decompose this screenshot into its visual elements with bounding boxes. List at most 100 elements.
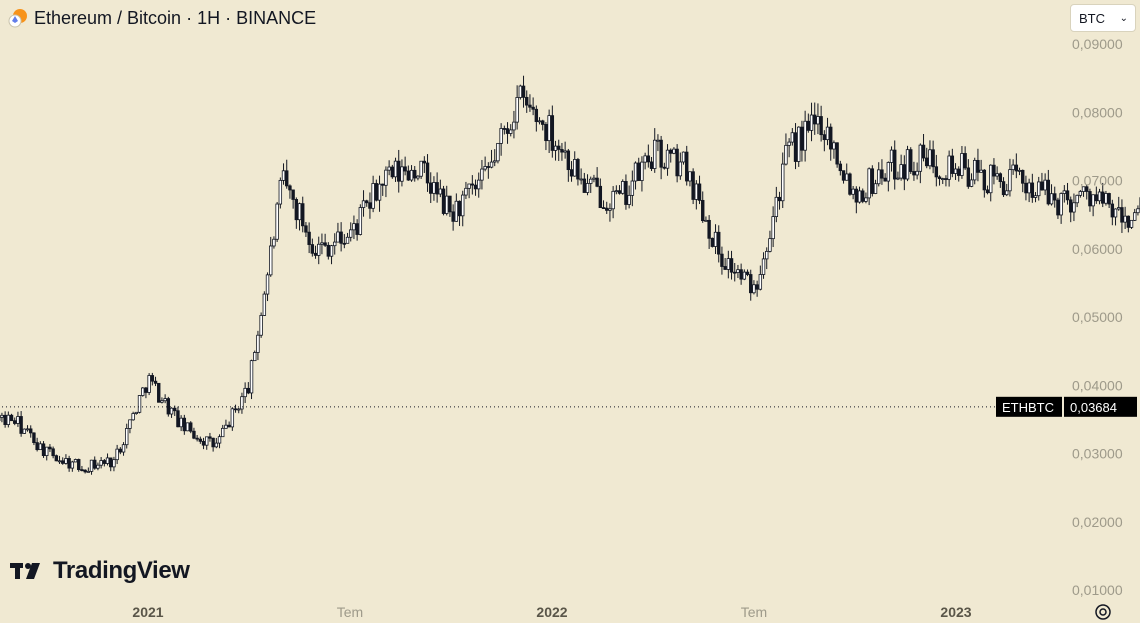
candle (633, 161, 638, 190)
candle-body (496, 142, 500, 162)
candle-body (169, 407, 174, 415)
candle (1030, 173, 1035, 203)
candle (742, 269, 747, 281)
candle-body (566, 150, 571, 171)
candle (477, 172, 481, 198)
candle (925, 147, 929, 169)
candle-body (515, 97, 519, 123)
candle (531, 97, 535, 116)
candle-body (1094, 194, 1099, 202)
candle-body (1069, 199, 1073, 213)
candle (899, 154, 903, 181)
candle (707, 215, 711, 249)
candle (365, 199, 369, 207)
candle (819, 105, 823, 142)
candle-body (835, 142, 839, 165)
candle (13, 417, 17, 426)
candle-body (592, 177, 596, 180)
candle-body (534, 108, 539, 122)
candle-body (502, 128, 507, 130)
candle-body (861, 190, 865, 202)
candle (915, 162, 919, 180)
candle-body (563, 150, 567, 153)
candle-body (32, 432, 36, 444)
candle-body (182, 417, 187, 432)
candle-body (921, 144, 926, 159)
candle (768, 230, 772, 253)
candle-body (768, 238, 772, 252)
candle (77, 458, 81, 472)
candle (851, 185, 855, 200)
candle-body (54, 455, 59, 462)
candle (361, 190, 366, 217)
candle (1005, 183, 1009, 197)
tradingview-logo-icon (10, 563, 40, 579)
candle-body (16, 416, 20, 424)
candle (185, 422, 190, 432)
candle (627, 185, 631, 209)
candle-body (829, 126, 833, 150)
candle (617, 185, 622, 195)
tradingview-logo[interactable]: TradingView (10, 557, 190, 585)
candle-body (128, 419, 132, 429)
candle-body (297, 203, 302, 221)
candle-body (1101, 191, 1105, 204)
candle-body (333, 241, 337, 247)
candle (912, 161, 916, 181)
candle (211, 437, 215, 452)
candle (163, 394, 167, 404)
candle-body (294, 199, 299, 221)
candle-body (1107, 193, 1111, 205)
candle (38, 441, 43, 451)
candle-body (915, 170, 919, 176)
chart-title: Ethereum / Bitcoin · 1H · BINANCE (34, 7, 317, 28)
candle (176, 406, 180, 428)
candle-body (701, 199, 705, 222)
candle (528, 94, 532, 112)
candle-body (301, 203, 305, 227)
currency-select[interactable]: BTC ⌄ (1070, 4, 1136, 32)
candle (870, 165, 875, 197)
candle (816, 103, 820, 135)
y-tick-label: 0,06000 (1072, 241, 1123, 257)
candle-body (198, 438, 203, 442)
candle (1120, 199, 1124, 233)
candle-body (473, 184, 478, 190)
candle (480, 159, 484, 190)
candle-body (537, 120, 542, 123)
candle (304, 221, 308, 237)
candle-body (969, 179, 974, 187)
candle-body (665, 149, 670, 169)
candle-body (281, 170, 286, 181)
candle (317, 236, 321, 265)
candle-body (809, 114, 814, 131)
candle-body (310, 244, 315, 254)
candle-body (1021, 169, 1025, 184)
candle (102, 459, 107, 467)
candle (157, 382, 161, 403)
candle-body (67, 458, 71, 469)
candle-body (1059, 193, 1063, 216)
candle (1136, 205, 1140, 216)
candle (576, 157, 580, 186)
candle-body (57, 460, 62, 463)
candle (1021, 169, 1025, 193)
candle-body (941, 178, 945, 180)
candle (403, 156, 407, 176)
candle-body (256, 334, 260, 353)
candle-body (1053, 193, 1057, 201)
candle-body (262, 293, 267, 316)
candle (483, 156, 487, 172)
candle-body (864, 197, 868, 202)
candle-body (153, 380, 158, 384)
candle (70, 460, 75, 472)
candle-body (806, 120, 811, 131)
gear-icon[interactable] (1093, 602, 1113, 622)
candle (809, 102, 814, 142)
candle-body (454, 200, 459, 222)
candle-body (470, 183, 475, 186)
candle-body (211, 437, 215, 448)
candle (781, 152, 785, 208)
candle (1053, 186, 1057, 208)
